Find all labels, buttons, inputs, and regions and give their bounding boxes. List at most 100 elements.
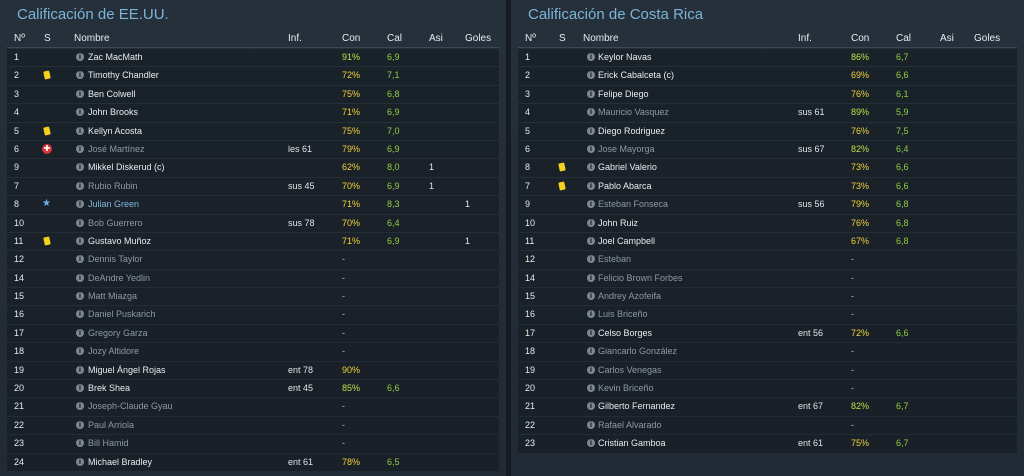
info-icon[interactable]: i	[76, 53, 84, 61]
col-status-header[interactable]: S	[44, 33, 51, 44]
info-icon[interactable]: i	[76, 347, 84, 356]
info-icon[interactable]: i	[587, 273, 595, 282]
info-icon[interactable]: i	[587, 71, 595, 80]
info-icon[interactable]: i	[587, 439, 595, 448]
player-name[interactable]: Timothy Chandler	[88, 70, 159, 81]
table-row[interactable]: 6 i Jose Mayorga sus 67 82% 6,4	[518, 140, 1017, 159]
table-row[interactable]: 19 i Miguel Ángel Rojas ent 78 90%	[7, 361, 499, 380]
player-name[interactable]: Daniel Puskarich	[88, 309, 156, 320]
player-name[interactable]: Luis Briceño	[598, 309, 648, 320]
player-name[interactable]: Zac MacMath	[88, 52, 143, 62]
info-icon[interactable]: i	[587, 384, 595, 393]
table-row[interactable]: 23 i Cristian Gamboa ent 61 75% 6,7	[518, 435, 1017, 453]
info-icon[interactable]: i	[76, 457, 84, 466]
table-row[interactable]: 14 i Felicio Brown Forbes -	[518, 269, 1017, 288]
table-row[interactable]: 4 i John Brooks 71% 6,9	[7, 104, 499, 122]
player-name[interactable]: Gabriel Valerio	[598, 162, 657, 173]
player-name[interactable]: Matt Miazga	[88, 291, 138, 302]
info-icon[interactable]: i	[587, 402, 595, 411]
info-icon[interactable]: i	[76, 310, 84, 319]
table-row[interactable]: 24 i Michael Bradley ent 61 78% 6,5	[7, 453, 499, 471]
player-name[interactable]: Bob Guerrero	[88, 217, 143, 228]
table-row[interactable]: 12 i Esteban -	[518, 251, 1017, 269]
info-icon[interactable]: i	[587, 365, 595, 374]
info-icon[interactable]: i	[76, 89, 84, 98]
table-row[interactable]: 14 i DeAndre Yedlin -	[7, 269, 499, 288]
player-name[interactable]: Kevin Briceño	[598, 383, 654, 394]
info-icon[interactable]: i	[76, 200, 84, 209]
col-con-header[interactable]: Con	[342, 33, 361, 44]
player-name[interactable]: DeAndre Yedlin	[88, 272, 151, 283]
table-row[interactable]: 21 i Gilberto Fernandez ent 67 82% 6,7	[518, 398, 1017, 416]
table-row[interactable]: 8 ★ i Julian Green 71% 8,3 1	[7, 196, 499, 214]
table-row[interactable]: 10 i John Ruiz 76% 6,8	[518, 214, 1017, 232]
info-icon[interactable]: i	[76, 218, 84, 227]
table-row[interactable]: 7 i Pablo Abarca 73% 6,6	[518, 177, 1017, 196]
info-icon[interactable]: i	[587, 53, 595, 61]
player-name[interactable]: Paul Arriola	[88, 419, 135, 430]
info-icon[interactable]: i	[76, 384, 84, 393]
info-icon[interactable]: i	[76, 181, 84, 190]
table-row[interactable]: 5 i Kellyn Acosta 75% 7,0	[7, 122, 499, 140]
table-row[interactable]: 17 i Gregory Garza -	[7, 324, 499, 343]
table-row[interactable]: 15 i Matt Miazga -	[7, 288, 499, 306]
info-icon[interactable]: i	[76, 292, 84, 301]
col-inf-header[interactable]: Inf.	[288, 33, 302, 44]
info-icon[interactable]: i	[76, 236, 84, 245]
info-icon[interactable]: i	[587, 236, 595, 245]
table-row[interactable]: 12 i Dennis Taylor -	[7, 251, 499, 269]
player-name[interactable]: Erick Cabalceta (c)	[598, 70, 675, 81]
table-row[interactable]: 11 i Gustavo Muñoz 71% 6,9 1	[7, 232, 499, 251]
table-row[interactable]: 10 i Bob Guerrero sus 78 70% 6,4	[7, 214, 499, 232]
table-row[interactable]: 7 i Rubio Rubin sus 45 70% 6,9 1	[7, 177, 499, 196]
col-goles-header[interactable]: Goles	[974, 33, 1001, 44]
player-name[interactable]: Rafael Alvarado	[598, 419, 662, 430]
table-row[interactable]: 22 i Paul Arriola -	[7, 416, 499, 435]
player-name[interactable]: Keylor Navas	[598, 52, 652, 62]
info-icon[interactable]: i	[587, 126, 595, 135]
table-row[interactable]: 9 i Mikkel Diskerud (c) 62% 8,0 1	[7, 159, 499, 177]
player-name[interactable]: Rubio Rubin	[88, 180, 138, 191]
player-name[interactable]: Bill Hamid	[88, 438, 129, 449]
player-name[interactable]: Dennis Taylor	[88, 254, 143, 265]
info-icon[interactable]: i	[76, 328, 84, 337]
player-name[interactable]: Cristian Gamboa	[598, 438, 666, 449]
table-row[interactable]: 22 i Rafael Alvarado -	[518, 416, 1017, 435]
info-icon[interactable]: i	[76, 163, 84, 172]
player-name[interactable]: Felipe Diego	[598, 88, 649, 99]
table-row[interactable]: 1 i Zac MacMath 91% 6,9	[7, 49, 499, 67]
player-name[interactable]: Giancarlo González	[598, 346, 678, 357]
info-icon[interactable]: i	[76, 273, 84, 282]
col-inf-header[interactable]: Inf.	[798, 33, 812, 44]
info-icon[interactable]: i	[587, 292, 595, 301]
info-icon[interactable]: i	[587, 420, 595, 429]
player-name[interactable]: Joel Campbell	[598, 235, 656, 246]
info-icon[interactable]: i	[587, 108, 595, 117]
player-name[interactable]: Esteban Fonseca	[598, 199, 669, 210]
table-row[interactable]: 19 i Carlos Venegas -	[518, 361, 1017, 380]
player-name[interactable]: Gregory Garza	[88, 327, 148, 338]
table-row[interactable]: 15 i Andrey Azofeifa -	[518, 288, 1017, 306]
table-row[interactable]: 3 i Felipe Diego 76% 6,1	[518, 85, 1017, 104]
table-row[interactable]: 18 i Giancarlo González -	[518, 343, 1017, 361]
col-cal-header[interactable]: Cal	[387, 33, 403, 44]
info-icon[interactable]: i	[587, 181, 595, 190]
player-name[interactable]: Jozy Altidore	[88, 346, 140, 357]
player-name[interactable]: Pablo Abarca	[598, 180, 652, 191]
table-row[interactable]: 16 i Daniel Puskarich -	[7, 306, 499, 324]
col-asi-header[interactable]: Asi	[940, 33, 954, 44]
table-row[interactable]: 17 i Celso Borges ent 56 72% 6,6	[518, 324, 1017, 343]
table-row[interactable]: 2 i Timothy Chandler 72% 7,1	[7, 67, 499, 85]
table-row[interactable]: 16 i Luis Briceño -	[518, 306, 1017, 324]
player-name[interactable]: Carlos Venegas	[598, 364, 662, 375]
table-row[interactable]: 1 i Keylor Navas 86% 6,7	[518, 49, 1017, 67]
player-name[interactable]: John Ruiz	[598, 217, 639, 228]
col-con-header[interactable]: Con	[851, 33, 870, 44]
table-row[interactable]: 5 i Diego Rodriguez 76% 7,5	[518, 122, 1017, 140]
table-row[interactable]: 2 i Erick Cabalceta (c) 69% 6,6	[518, 67, 1017, 85]
col-asi-header[interactable]: Asi	[429, 33, 443, 44]
info-icon[interactable]: i	[76, 365, 84, 374]
info-icon[interactable]: i	[76, 402, 84, 411]
player-name[interactable]: Diego Rodriguez	[598, 125, 666, 136]
table-row[interactable]: 21 i Joseph-Claude Gyau -	[7, 398, 499, 416]
